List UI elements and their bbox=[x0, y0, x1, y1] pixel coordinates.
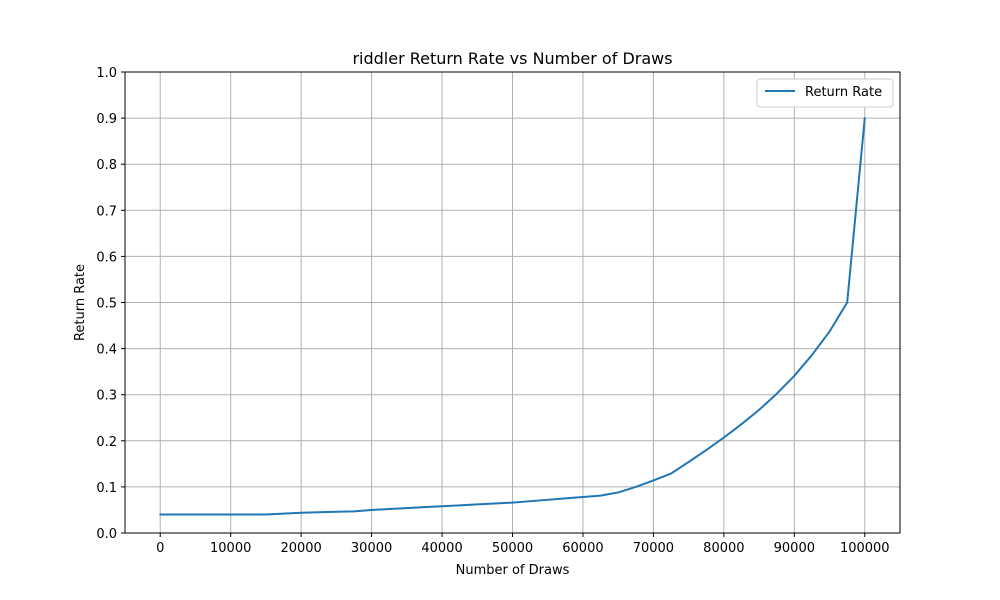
x-tick-label: 90000 bbox=[774, 541, 815, 556]
series-layer bbox=[159, 117, 866, 516]
x-tick-label: 10000 bbox=[210, 541, 251, 556]
x-tick-label: 80000 bbox=[703, 541, 744, 556]
legend-box bbox=[756, 78, 894, 108]
series-line-return-rate bbox=[159, 117, 866, 516]
y-tick-label: 0.4 bbox=[96, 343, 117, 358]
y-tick-label: 0.3 bbox=[96, 389, 117, 404]
y-tick-label: 0.7 bbox=[96, 204, 117, 219]
y-tick-label: 0.9 bbox=[96, 112, 117, 127]
x-tick-label: 100000 bbox=[840, 541, 890, 556]
x-tick-label: 0 bbox=[156, 541, 164, 556]
x-axis: 0 10000 20000 30000 40000 50000 60000 70000 8000… bbox=[156, 533, 890, 556]
y-tick-label: 0.0 bbox=[96, 527, 117, 542]
x-axis-label: Number of Draws bbox=[456, 563, 570, 578]
x-tick-label: 40000 bbox=[421, 541, 462, 556]
y-tick-label: 0.2 bbox=[96, 435, 117, 450]
legend-label: Return Rate bbox=[805, 85, 882, 100]
legend: Return Rate bbox=[756, 78, 894, 108]
chart-title: riddler Return Rate vs Number of Draws bbox=[352, 49, 672, 68]
x-tick-label: 20000 bbox=[280, 541, 321, 556]
y-tick-label: 0.5 bbox=[96, 297, 117, 312]
x-tick-label: 50000 bbox=[492, 541, 533, 556]
x-tick-label: 70000 bbox=[633, 541, 674, 556]
y-tick-label: 0.1 bbox=[96, 481, 117, 496]
y-axis-label: Return Rate bbox=[73, 264, 88, 341]
y-axis: 0.0 0.1 0.2 0.3 0.4 0.5 0.6 0.7 0.8 0.9 1.0 bbox=[96, 66, 125, 542]
x-tick-label: 60000 bbox=[562, 541, 603, 556]
y-tick-label: 0.6 bbox=[96, 250, 117, 265]
y-tick-label: 0.8 bbox=[96, 158, 117, 173]
x-tick-label: 30000 bbox=[351, 541, 392, 556]
y-tick-label: 1.0 bbox=[96, 66, 117, 81]
